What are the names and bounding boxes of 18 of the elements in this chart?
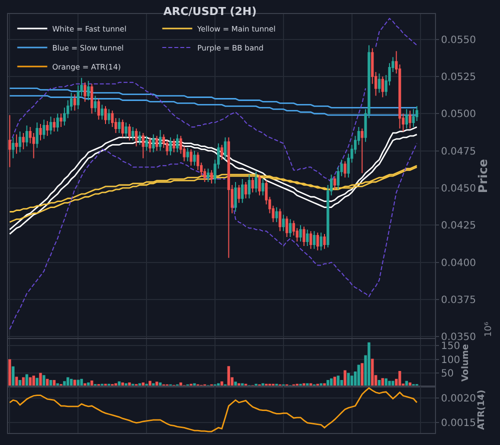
y-tick-label: 150 — [441, 341, 460, 352]
y-tick-label: 0.0450 — [441, 183, 476, 194]
y-tick-label: 0.0475 — [441, 146, 476, 158]
y-tick-label: 0.0375 — [441, 294, 476, 306]
y-tick-label: 0.0550 — [441, 34, 476, 46]
y-tick-label: 0.0425 — [441, 220, 476, 232]
y-axis-title: ATR(14) — [476, 390, 487, 430]
y-tick-label: 0.0525 — [441, 72, 476, 83]
y-tick-label: 0.0400 — [441, 258, 476, 269]
y-axis-title: Volume — [460, 344, 471, 382]
text: 10⁶ — [484, 322, 494, 337]
y-tick-label: 50 — [441, 368, 454, 380]
y-tick-label: 0.0015 — [441, 418, 476, 429]
y-axis-title: Price — [476, 159, 490, 194]
chart-title: ARC/USDT (2H) — [163, 4, 257, 18]
y-tick-label: 100 — [441, 354, 460, 366]
y-tick-label: 0.0500 — [441, 109, 476, 120]
y-tick-label: 0.0020 — [441, 394, 476, 405]
